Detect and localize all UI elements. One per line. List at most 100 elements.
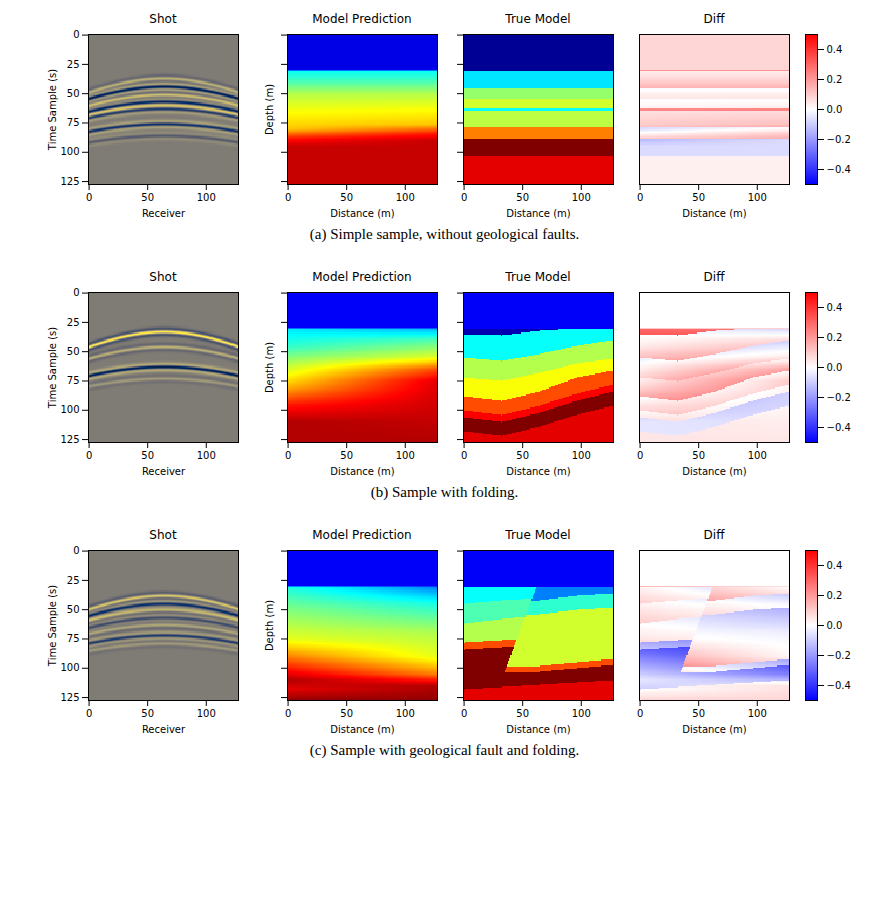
- svg-text:Distance (m): Distance (m): [682, 724, 747, 735]
- svg-text:100: 100: [60, 146, 79, 157]
- svg-text:−0.4: −0.4: [827, 680, 851, 691]
- svg-text:50: 50: [692, 708, 705, 719]
- svg-text:0: 0: [73, 545, 79, 556]
- svg-text:50: 50: [67, 604, 80, 615]
- svg-text:100: 100: [60, 404, 79, 415]
- svg-text:0: 0: [86, 708, 92, 719]
- svg-text:100: 100: [572, 708, 591, 719]
- svg-text:75: 75: [67, 117, 80, 128]
- svg-text:0: 0: [461, 192, 467, 203]
- html-text:(b) Sample with folding.: (b) Sample with folding.: [370, 484, 519, 500]
- svg-text:100: 100: [748, 708, 767, 719]
- svg-text:Distance (m): Distance (m): [506, 208, 571, 219]
- svg-text:0: 0: [73, 29, 79, 40]
- html-text:True Model: True Model: [505, 12, 571, 26]
- svg-text:0: 0: [86, 450, 92, 461]
- svg-text:0.2: 0.2: [827, 74, 843, 85]
- svg-text:0: 0: [86, 192, 92, 203]
- svg-text:75: 75: [67, 375, 80, 386]
- svg-text:0.2: 0.2: [827, 332, 843, 343]
- svg-text:50: 50: [516, 450, 529, 461]
- svg-text:Distance (m): Distance (m): [330, 466, 395, 477]
- html-text:Diff: Diff: [703, 270, 725, 284]
- svg-text:100: 100: [396, 708, 415, 719]
- html-text:Model Prediction: Model Prediction: [312, 270, 412, 284]
- svg-text:100: 100: [396, 450, 415, 461]
- svg-text:Time Sample (s): Time Sample (s): [47, 327, 58, 409]
- svg-text:Receiver: Receiver: [142, 724, 186, 735]
- svg-text:50: 50: [67, 88, 80, 99]
- svg-text:0: 0: [637, 708, 643, 719]
- svg-text:100: 100: [748, 450, 767, 461]
- svg-text:Distance (m): Distance (m): [506, 466, 571, 477]
- svg-text:Depth (m): Depth (m): [264, 342, 275, 393]
- svg-text:−0.2: −0.2: [827, 392, 851, 403]
- svg-text:100: 100: [60, 662, 79, 673]
- svg-text:−0.4: −0.4: [827, 422, 851, 433]
- svg-text:100: 100: [396, 192, 415, 203]
- svg-text:50: 50: [692, 450, 705, 461]
- svg-text:Distance (m): Distance (m): [330, 724, 395, 735]
- svg-text:100: 100: [572, 192, 591, 203]
- svg-text:Receiver: Receiver: [142, 466, 186, 477]
- html-text:(c) Sample with geological fau: (c) Sample with geological fault and fol…: [309, 742, 580, 758]
- svg-text:50: 50: [67, 346, 80, 357]
- html-text:Model Prediction: Model Prediction: [312, 12, 412, 26]
- svg-text:50: 50: [340, 708, 353, 719]
- svg-text:25: 25: [67, 59, 80, 70]
- svg-text:0: 0: [637, 450, 643, 461]
- svg-text:0.4: 0.4: [827, 302, 843, 313]
- svg-text:50: 50: [516, 192, 529, 203]
- svg-text:50: 50: [340, 192, 353, 203]
- html-text:Model Prediction: Model Prediction: [312, 528, 412, 542]
- svg-text:0: 0: [461, 450, 467, 461]
- svg-text:Time Sample (s): Time Sample (s): [47, 585, 58, 667]
- svg-text:Receiver: Receiver: [142, 208, 186, 219]
- svg-text:0.0: 0.0: [827, 104, 843, 115]
- html-text:(a) Simple sample, without geo: (a) Simple sample, without geological fa…: [309, 226, 580, 242]
- svg-text:0.0: 0.0: [827, 362, 843, 373]
- svg-text:50: 50: [516, 708, 529, 719]
- svg-text:0: 0: [285, 192, 291, 203]
- svg-text:Distance (m): Distance (m): [682, 466, 747, 477]
- svg-text:0: 0: [637, 192, 643, 203]
- html-text:Shot: Shot: [149, 12, 177, 26]
- svg-text:0: 0: [73, 287, 79, 298]
- svg-text:75: 75: [67, 633, 80, 644]
- svg-text:100: 100: [197, 708, 216, 719]
- svg-text:100: 100: [572, 450, 591, 461]
- svg-text:0: 0: [461, 708, 467, 719]
- svg-text:Depth (m): Depth (m): [264, 84, 275, 135]
- svg-text:Distance (m): Distance (m): [506, 724, 571, 735]
- svg-text:100: 100: [197, 192, 216, 203]
- svg-text:−0.2: −0.2: [827, 650, 851, 661]
- svg-text:50: 50: [141, 450, 154, 461]
- svg-text:0.2: 0.2: [827, 590, 843, 601]
- svg-text:−0.4: −0.4: [827, 164, 851, 175]
- svg-text:Depth (m): Depth (m): [264, 600, 275, 651]
- svg-text:50: 50: [141, 192, 154, 203]
- svg-text:0.4: 0.4: [827, 560, 843, 571]
- svg-text:100: 100: [197, 450, 216, 461]
- svg-text:125: 125: [60, 434, 79, 445]
- svg-text:0: 0: [285, 708, 291, 719]
- html-text:Shot: Shot: [149, 270, 177, 284]
- svg-text:50: 50: [692, 192, 705, 203]
- svg-text:50: 50: [340, 450, 353, 461]
- svg-text:25: 25: [67, 575, 80, 586]
- svg-text:Distance (m): Distance (m): [682, 208, 747, 219]
- html-text:True Model: True Model: [505, 270, 571, 284]
- svg-text:Time Sample (s): Time Sample (s): [47, 69, 58, 151]
- svg-text:Distance (m): Distance (m): [330, 208, 395, 219]
- html-text:Shot: Shot: [149, 528, 177, 542]
- svg-text:125: 125: [60, 176, 79, 187]
- svg-text:0.0: 0.0: [827, 620, 843, 631]
- html-text:Diff: Diff: [703, 12, 725, 26]
- svg-text:50: 50: [141, 708, 154, 719]
- svg-text:125: 125: [60, 692, 79, 703]
- svg-text:−0.2: −0.2: [827, 134, 851, 145]
- svg-text:0: 0: [285, 450, 291, 461]
- svg-text:25: 25: [67, 317, 80, 328]
- svg-text:100: 100: [748, 192, 767, 203]
- svg-text:0.4: 0.4: [827, 44, 843, 55]
